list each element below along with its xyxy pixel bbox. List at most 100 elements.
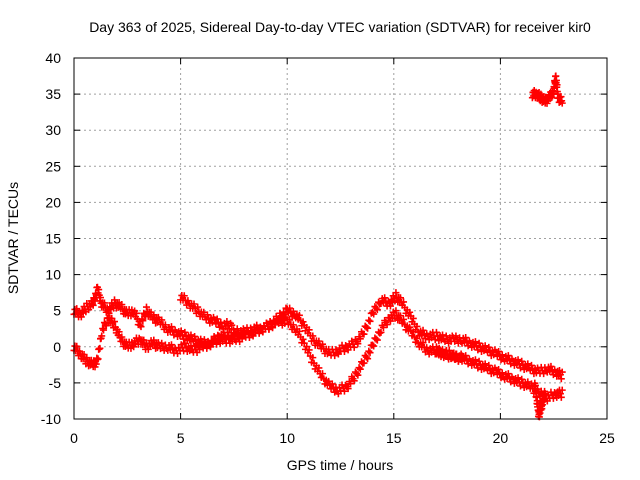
data-point	[471, 338, 479, 346]
data-point	[372, 335, 380, 343]
data-point	[557, 393, 565, 401]
data-point	[190, 300, 198, 308]
data-point	[419, 339, 427, 347]
data-point	[462, 334, 470, 342]
x-tick-label: 20	[493, 430, 509, 446]
x-tick-label: 5	[177, 430, 185, 446]
x-tick-label: 10	[279, 430, 295, 446]
series-high-cluster	[528, 72, 566, 107]
data-point	[432, 328, 440, 336]
y-tick-label: 10	[45, 267, 61, 283]
data-point	[350, 377, 358, 385]
data-point	[524, 378, 532, 386]
data-point	[224, 332, 232, 340]
data-point	[333, 349, 341, 357]
data-point	[286, 316, 294, 324]
data-point	[213, 315, 221, 323]
data-point	[167, 341, 175, 349]
data-point	[362, 323, 370, 331]
data-point	[200, 308, 208, 316]
series-mid-track	[177, 291, 236, 333]
data-point	[315, 364, 323, 372]
data-point	[217, 318, 225, 326]
data-point	[356, 365, 364, 373]
data-point	[233, 325, 241, 333]
data-point	[370, 310, 378, 318]
data-point	[409, 314, 417, 322]
data-point	[400, 298, 408, 306]
data-point	[187, 331, 195, 339]
data-point	[191, 332, 199, 340]
x-tick-label: 25	[599, 430, 615, 446]
data-point	[485, 343, 493, 351]
data-point	[281, 311, 289, 319]
data-point	[325, 377, 333, 385]
y-tick-label: 15	[45, 231, 61, 247]
data-point	[556, 390, 564, 398]
y-tick-label: 20	[45, 194, 61, 210]
y-tick-label: 25	[45, 158, 61, 174]
data-point	[518, 375, 526, 383]
data-point	[256, 323, 264, 331]
data-point	[92, 360, 100, 368]
data-point	[439, 331, 447, 339]
data-point	[558, 99, 566, 107]
data-point	[373, 336, 381, 344]
data-point	[406, 323, 414, 331]
data-point	[392, 289, 400, 297]
data-point	[100, 299, 108, 307]
data-point	[514, 356, 522, 364]
data-point	[364, 355, 372, 363]
series-spike-cluster	[531, 379, 549, 421]
data-point	[328, 380, 336, 388]
data-point	[132, 309, 140, 317]
data-point	[553, 81, 561, 89]
data-point	[181, 328, 189, 336]
data-point	[265, 325, 273, 333]
data-point	[475, 357, 483, 365]
data-point	[558, 368, 566, 376]
data-point	[354, 340, 362, 348]
data-point	[381, 294, 389, 302]
data-point	[118, 301, 126, 309]
data-point	[137, 323, 145, 331]
data-point	[299, 318, 307, 326]
data-point	[96, 344, 104, 352]
data-point	[281, 319, 289, 327]
data-point	[392, 307, 400, 315]
data-point	[315, 337, 323, 345]
data-point	[197, 340, 205, 348]
data-point	[180, 292, 188, 300]
data-point	[340, 387, 348, 395]
data-point	[452, 332, 460, 340]
data-point	[305, 346, 313, 354]
data-point	[213, 340, 221, 348]
y-tick-label: 35	[45, 86, 61, 102]
data-point	[400, 315, 408, 323]
data-point	[289, 321, 297, 329]
data-point	[368, 341, 376, 349]
data-point	[295, 327, 303, 335]
data-point	[386, 302, 394, 310]
plot-frame	[73, 57, 608, 420]
data-point	[177, 327, 185, 335]
data-point	[366, 349, 374, 357]
data-point	[89, 301, 97, 309]
data-point	[118, 333, 126, 341]
data-point	[366, 317, 374, 325]
data-point	[365, 316, 373, 324]
data-point	[340, 347, 348, 355]
data-point	[379, 323, 387, 331]
data-point	[205, 342, 213, 350]
data-point	[354, 371, 362, 379]
data-point	[161, 321, 169, 329]
data-point	[409, 328, 417, 336]
data-point	[413, 334, 421, 342]
data-point	[397, 312, 405, 320]
series-late-segment	[432, 344, 466, 365]
data-point	[98, 332, 106, 340]
data-point	[377, 328, 385, 336]
data-point	[356, 335, 364, 343]
data-point	[238, 335, 246, 343]
